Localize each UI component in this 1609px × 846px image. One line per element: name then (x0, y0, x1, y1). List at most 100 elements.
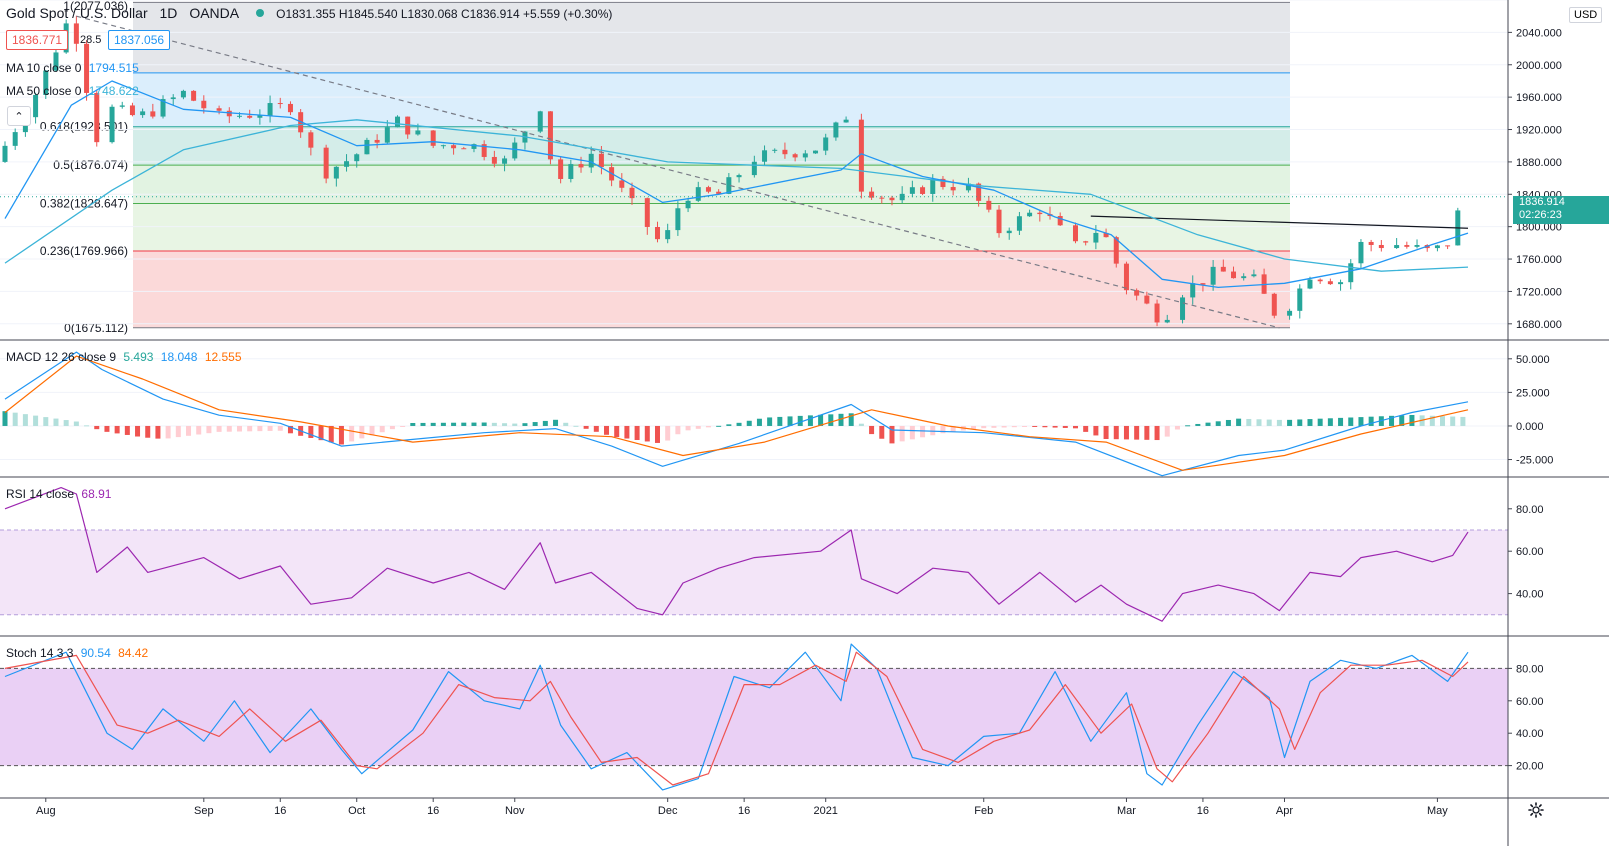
settings-button[interactable] (1526, 800, 1546, 820)
macd-bar (512, 423, 518, 426)
macd-bar (1317, 418, 1323, 426)
macd-bar (400, 425, 406, 427)
macd-bar (53, 418, 59, 426)
price-tick-label: 1880.000 (1516, 157, 1562, 169)
candle (1307, 279, 1313, 289)
candle (216, 108, 222, 111)
time-axis-label: 16 (427, 805, 439, 817)
ma10-line (4, 80, 1469, 289)
macd-bar (716, 425, 722, 427)
rsi-line (4, 487, 1469, 622)
candle (1241, 276, 1247, 279)
candle (1093, 232, 1099, 243)
price-tick-label: 1680.000 (1516, 319, 1562, 331)
candle (119, 105, 125, 107)
macd-bar (889, 425, 895, 444)
macd-bar (206, 425, 212, 434)
macd-bar (1174, 425, 1180, 430)
price-tick-label: 1960.000 (1516, 92, 1562, 104)
ma10-legend: MA 10 close 0 1794.515 (6, 61, 139, 75)
candle (869, 191, 875, 198)
stoch-d-line (4, 651, 1469, 786)
macd-bar (1368, 416, 1374, 426)
candle (236, 115, 242, 117)
candle (813, 150, 819, 154)
candle (415, 130, 421, 135)
macd-bar (624, 425, 630, 439)
macd-bar (1358, 417, 1364, 426)
macd-bar (1032, 425, 1038, 427)
fib-zone (133, 126, 1290, 166)
macd-bar (726, 424, 732, 426)
candle (976, 183, 982, 201)
macd-bar (114, 425, 120, 434)
candle (619, 180, 625, 188)
macd-bar (12, 412, 18, 426)
candle (1200, 283, 1206, 285)
macd-bar (1460, 416, 1466, 426)
macd-bar (542, 420, 548, 426)
candle (354, 154, 360, 162)
macd-bar (430, 422, 436, 426)
fib-level-label: 0(1675.112) (64, 321, 128, 335)
bid-button[interactable]: 1836.771 (6, 30, 69, 50)
macd-bar (644, 425, 650, 442)
fib-level-label: 1(2077.036) (63, 0, 128, 13)
candle (598, 153, 604, 168)
macd-bar (675, 425, 681, 435)
macd-bar (1113, 425, 1119, 440)
macd-bar (746, 420, 752, 426)
macd-bar (379, 425, 385, 433)
macd-bar (175, 425, 181, 438)
macd-bar (1072, 425, 1078, 429)
macd-bar (410, 423, 416, 426)
candle (160, 99, 166, 117)
candle (247, 115, 253, 118)
candle (267, 103, 273, 116)
macd-bar (1195, 423, 1201, 426)
ask-button[interactable]: 1837.056 (108, 30, 171, 50)
collapse-legend-button[interactable]: ⌃ (7, 106, 31, 126)
last-price-label: 1836.914 02:26:23 (1513, 196, 1609, 224)
price-tick-label: 2000.000 (1516, 60, 1562, 72)
candle (1378, 244, 1384, 249)
macd-bar (583, 425, 589, 429)
candle (889, 197, 895, 201)
candle (512, 142, 518, 159)
currency-button[interactable]: USD (1569, 7, 1603, 23)
macd-bar (1348, 417, 1354, 426)
candle (170, 97, 176, 100)
candle (833, 122, 839, 138)
candle (1190, 283, 1196, 298)
macd-bar (950, 425, 956, 432)
macd-bar (338, 425, 344, 445)
candle (1220, 266, 1226, 272)
candle (471, 144, 477, 149)
macd-bar (502, 423, 508, 426)
candle (461, 148, 467, 150)
macd-line (4, 351, 1469, 477)
candle (333, 166, 339, 179)
macd-value: 5.493 (123, 350, 154, 364)
candle (537, 111, 543, 132)
macd-bar (1042, 425, 1048, 428)
candle (2, 145, 8, 162)
macd-bar (1011, 425, 1017, 428)
macd-bar (1164, 425, 1170, 437)
candle (308, 132, 314, 148)
fib-zone (133, 203, 1290, 251)
candle (150, 111, 156, 117)
spread-value: 28.5 (80, 34, 102, 46)
time-axis-label: Dec (658, 805, 678, 817)
macd-bar (287, 425, 293, 434)
macd-bar (277, 425, 283, 431)
macd-bar (848, 413, 854, 426)
bar-countdown: 02:26:23 (1519, 209, 1562, 221)
candle (12, 132, 18, 146)
macd-bar (787, 416, 793, 426)
interval-label[interactable]: 1D (159, 5, 178, 21)
macd-bar (104, 425, 110, 432)
candle (879, 197, 885, 199)
status-dot-icon (256, 9, 265, 17)
